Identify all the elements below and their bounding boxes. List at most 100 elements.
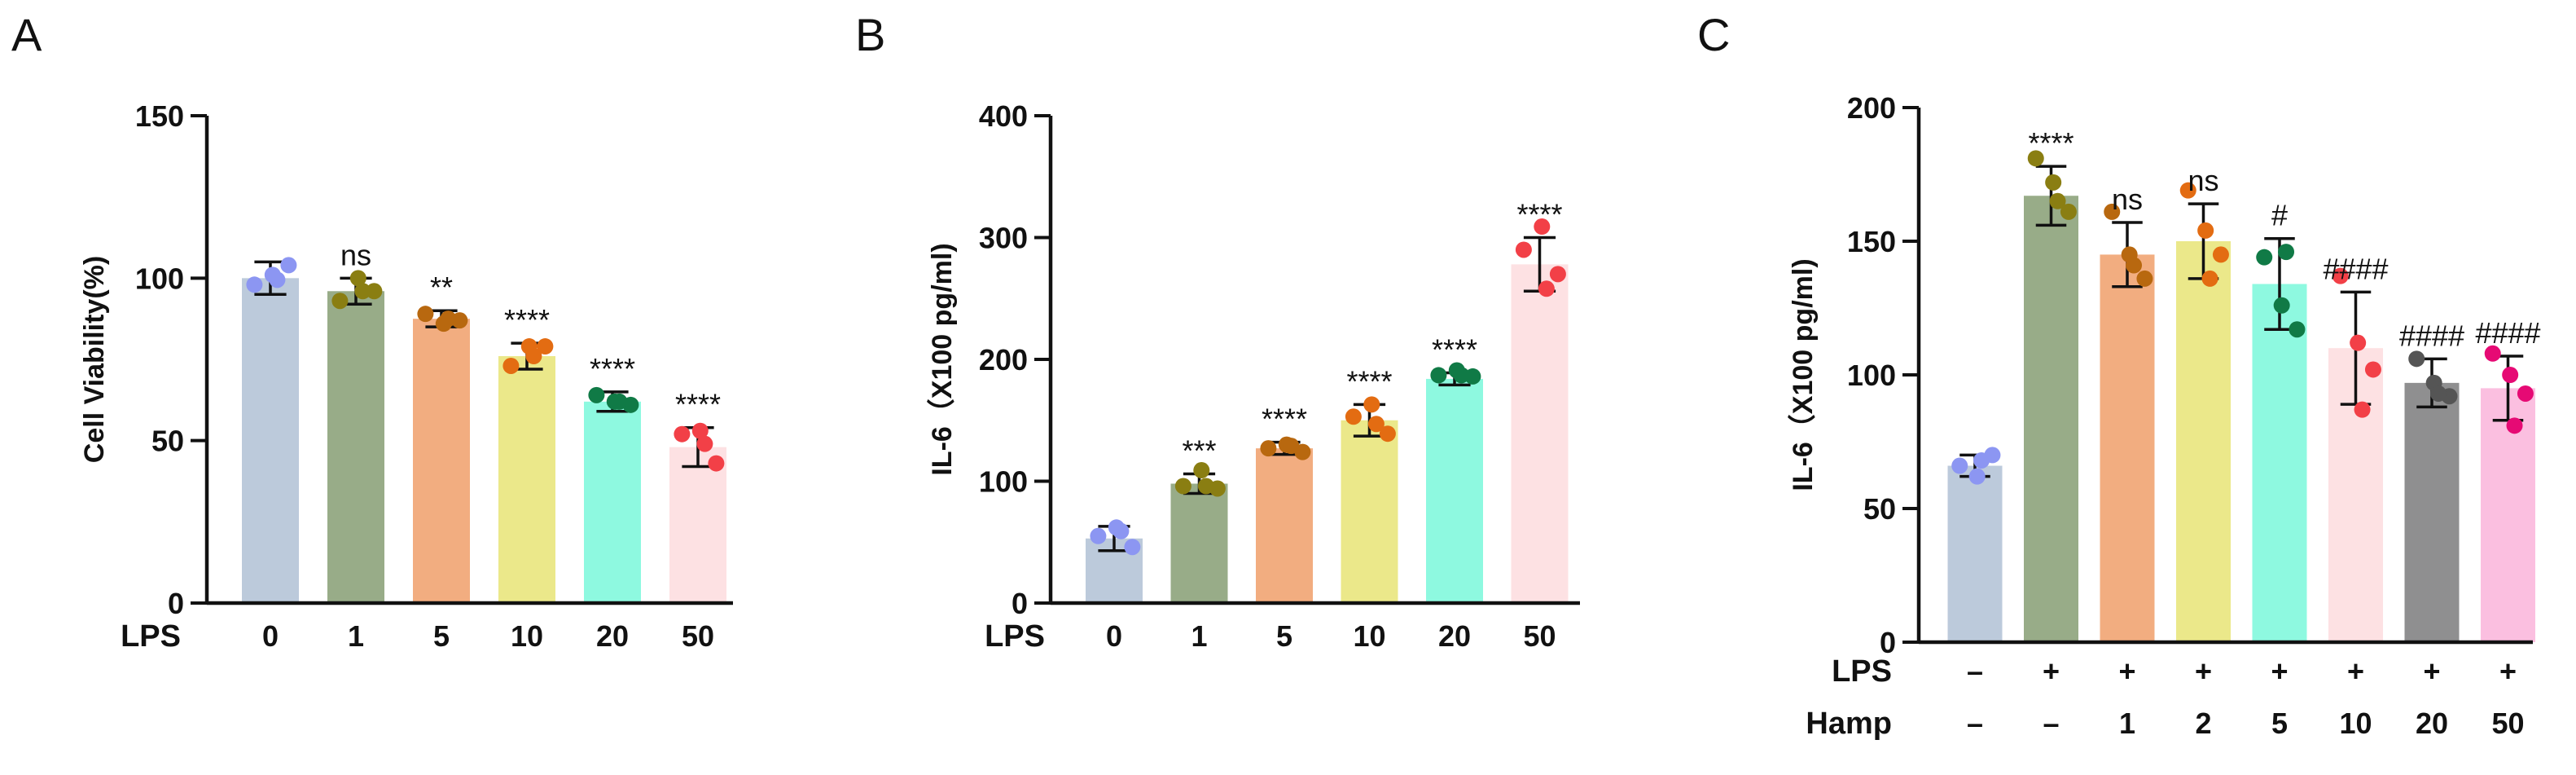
panel-b-chart: 0 *** 1 **** 5 **** 10 **** 20 **** 50 0 100 200 300 40… bbox=[926, 99, 1580, 654]
x-tick-label: 50 bbox=[2491, 707, 2524, 740]
data-point bbox=[2273, 297, 2290, 314]
data-point bbox=[588, 386, 605, 403]
significance-label: **** bbox=[504, 303, 550, 337]
y-tick-label: 0 bbox=[1012, 587, 1028, 620]
bar bbox=[1426, 378, 1483, 603]
bar bbox=[327, 291, 384, 603]
data-point bbox=[2045, 174, 2062, 191]
data-point bbox=[1515, 241, 1532, 258]
data-point bbox=[2430, 385, 2447, 402]
significance-label: ns bbox=[340, 238, 371, 271]
data-point bbox=[2027, 150, 2044, 167]
x-tick-label: 0 bbox=[1106, 619, 1122, 653]
data-point bbox=[2289, 321, 2306, 338]
data-point bbox=[1534, 218, 1551, 236]
bar bbox=[242, 278, 299, 603]
x-tick-label: + bbox=[2271, 654, 2288, 688]
data-point bbox=[2197, 222, 2214, 239]
x-tick-label: 20 bbox=[1438, 619, 1471, 653]
x-tick-label: 1 bbox=[1191, 619, 1207, 653]
significance-label: **** bbox=[2028, 126, 2074, 160]
data-point bbox=[2364, 361, 2381, 378]
data-point bbox=[1124, 539, 1141, 556]
data-point bbox=[269, 271, 286, 288]
y-tick-label: 200 bbox=[979, 343, 1028, 376]
data-point bbox=[2484, 345, 2501, 362]
significance-label: **** bbox=[1516, 198, 1562, 231]
y-axis-label: Cell Viability(%) bbox=[79, 256, 110, 463]
significance-label: **** bbox=[590, 352, 635, 385]
data-point bbox=[1538, 280, 1555, 297]
panel-a-chart: 0 ns 1 ** 5 **** 10 **** 20 **** 50 0 50 100 150 LPS Cel… bbox=[79, 99, 733, 654]
data-point bbox=[696, 435, 713, 452]
x-tick-label: 1 bbox=[348, 619, 364, 653]
data-point bbox=[1174, 478, 1191, 495]
data-point bbox=[1973, 451, 1990, 469]
data-point bbox=[611, 393, 628, 410]
panel-label-c: C bbox=[1697, 9, 1730, 60]
x-tick-label: 50 bbox=[1523, 619, 1556, 653]
data-point bbox=[2136, 270, 2153, 287]
x-tick-label: 0 bbox=[262, 619, 279, 653]
y-axis-label: IL-6（X100 pg/ml) bbox=[926, 243, 958, 475]
bar bbox=[2481, 388, 2535, 642]
data-point bbox=[525, 348, 542, 365]
data-point bbox=[2517, 385, 2534, 402]
data-point bbox=[2354, 401, 2371, 418]
data-point bbox=[1363, 396, 1380, 413]
y-tick-label: 300 bbox=[979, 222, 1028, 255]
data-point bbox=[2506, 417, 2523, 434]
row-label: Hamp bbox=[1806, 707, 1892, 741]
data-point bbox=[2332, 267, 2349, 284]
data-point bbox=[502, 357, 520, 374]
x-tick-label: + bbox=[2347, 654, 2364, 688]
row-label: LPS bbox=[121, 619, 181, 654]
bar bbox=[498, 356, 555, 603]
data-point bbox=[691, 422, 709, 439]
x-tick-label: + bbox=[2423, 654, 2440, 688]
x-tick-label: + bbox=[2118, 654, 2135, 688]
data-point bbox=[1090, 527, 1107, 544]
data-point bbox=[2201, 270, 2218, 287]
data-point bbox=[2278, 244, 2295, 261]
bar bbox=[1341, 420, 1398, 603]
significance-label: **** bbox=[1432, 332, 1477, 366]
data-point bbox=[2060, 203, 2077, 220]
significance-label: **** bbox=[675, 388, 721, 421]
x-tick-label: – bbox=[2043, 707, 2059, 740]
data-point bbox=[246, 276, 263, 293]
data-point bbox=[2408, 350, 2425, 368]
row-label: LPS bbox=[1832, 654, 1892, 689]
bar bbox=[2024, 196, 2078, 643]
data-point bbox=[440, 310, 457, 328]
data-point bbox=[1345, 408, 1362, 425]
data-point bbox=[1968, 468, 1986, 485]
x-tick-label: + bbox=[2499, 654, 2517, 688]
x-tick-label: 10 bbox=[2339, 707, 2372, 740]
x-tick-label: 20 bbox=[2416, 707, 2448, 740]
y-tick-label: 100 bbox=[979, 465, 1028, 499]
bar bbox=[2404, 382, 2460, 642]
x-tick-label: 20 bbox=[596, 619, 629, 653]
panel-label-a: A bbox=[11, 9, 42, 60]
y-axis-label: IL-6（X100 pg/ml) bbox=[1787, 258, 1819, 491]
data-point bbox=[349, 270, 366, 287]
data-point bbox=[1430, 367, 1447, 384]
data-point bbox=[2126, 257, 2143, 274]
data-point bbox=[1379, 425, 1396, 443]
x-tick-label: 10 bbox=[1353, 619, 1385, 653]
x-tick-label: + bbox=[2195, 654, 2212, 688]
y-tick-label: 50 bbox=[1863, 492, 1896, 526]
significance-label: # bbox=[2271, 199, 2288, 232]
data-point bbox=[2256, 249, 2273, 266]
x-tick-label: – bbox=[1967, 707, 1983, 740]
y-tick-label: 150 bbox=[1847, 225, 1896, 258]
data-point bbox=[2049, 192, 2066, 209]
significance-label: **** bbox=[1346, 364, 1392, 398]
bar bbox=[669, 447, 726, 603]
data-point bbox=[1197, 478, 1214, 495]
data-point bbox=[1367, 416, 1385, 433]
y-tick-label: 0 bbox=[1880, 626, 1896, 659]
x-tick-label: 1 bbox=[2119, 707, 2135, 740]
row-label: LPS bbox=[985, 619, 1045, 654]
